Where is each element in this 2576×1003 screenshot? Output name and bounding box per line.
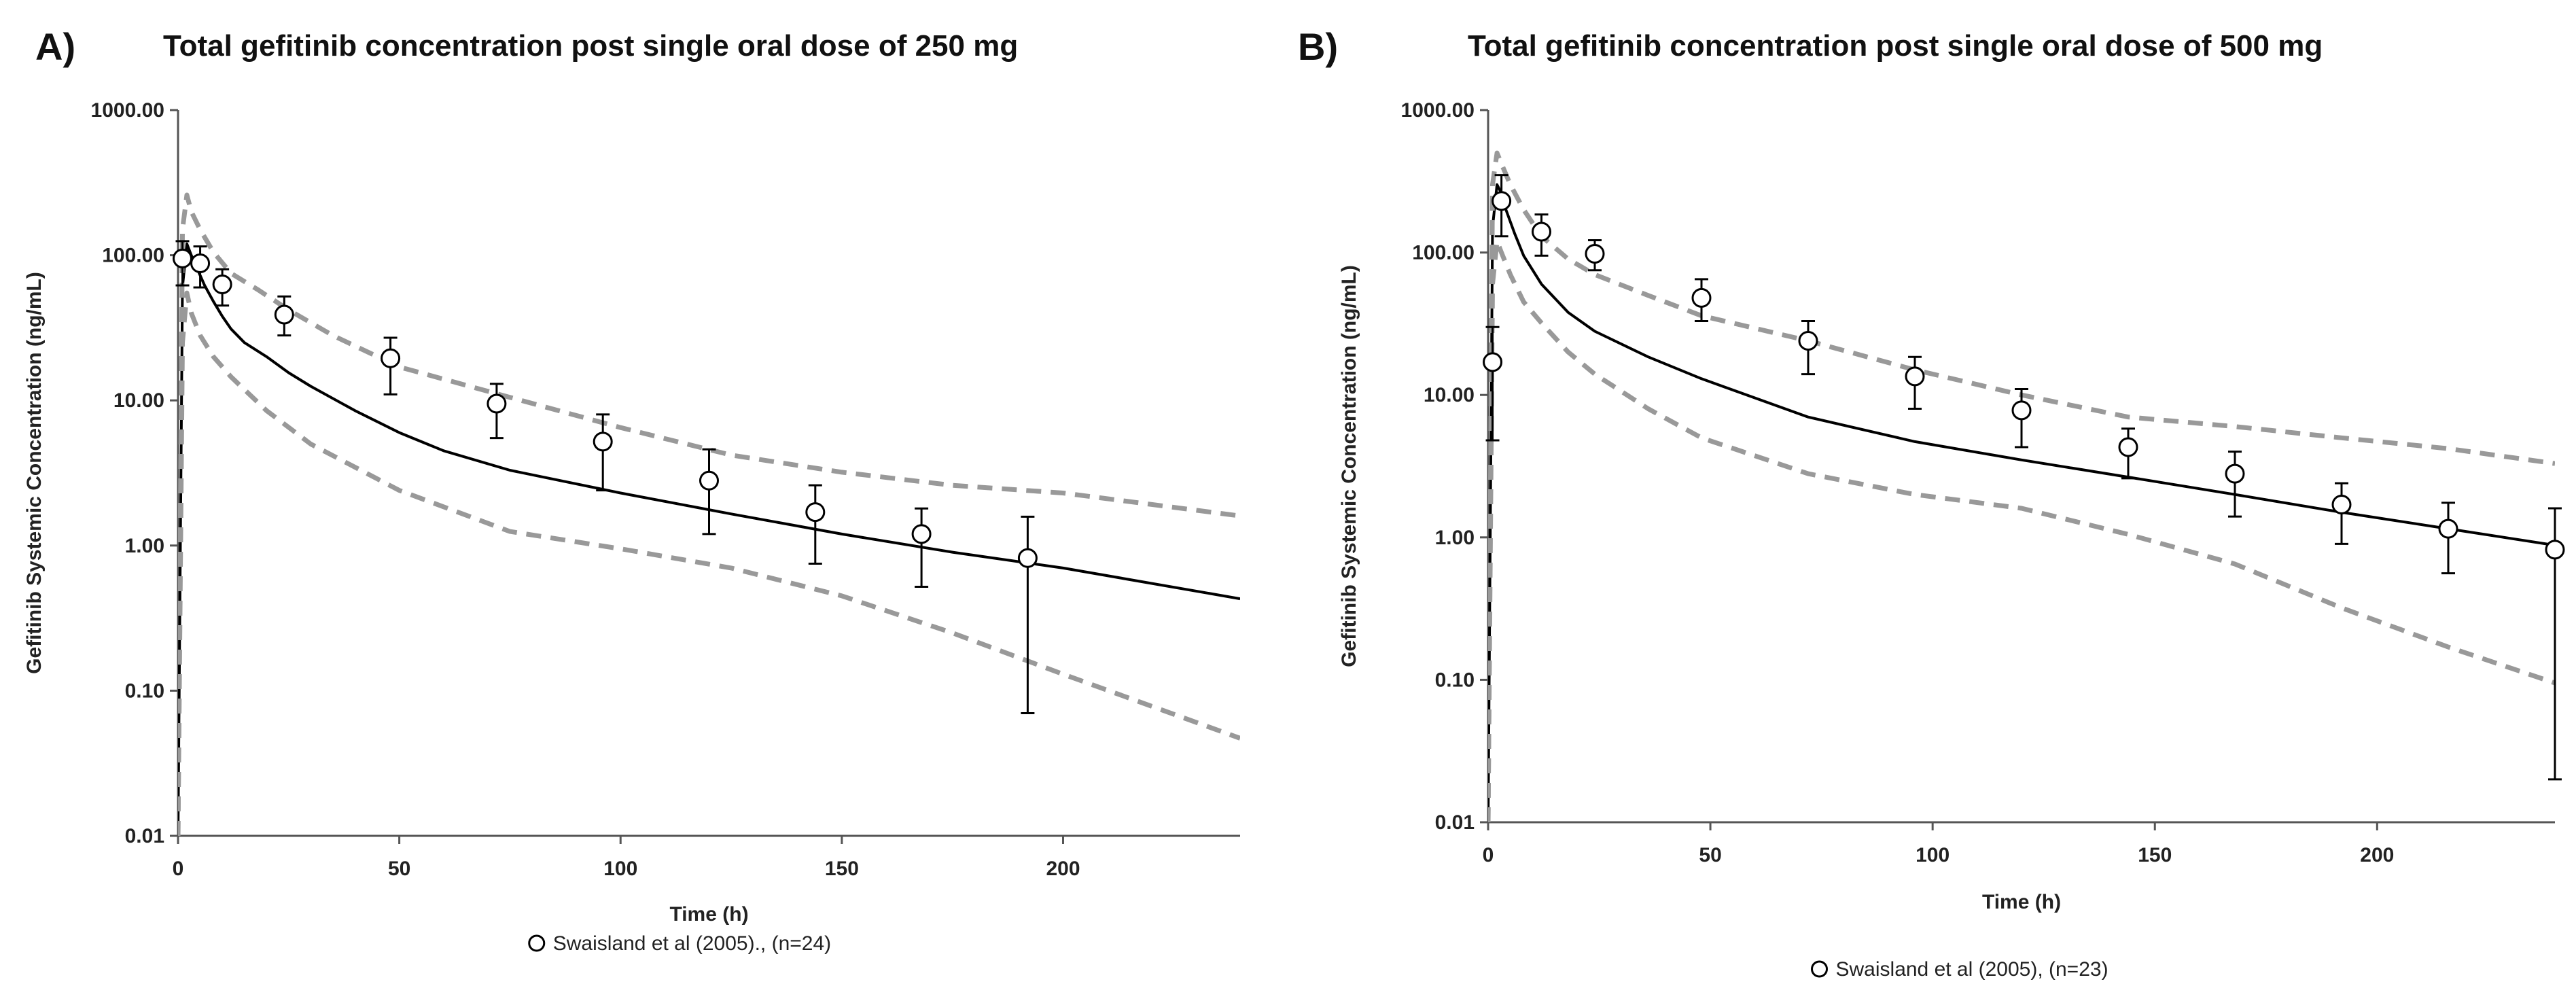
y-tick-label: 0.01 [125, 825, 164, 847]
data-point [2118, 437, 2138, 457]
x-tick-label: 100 [1916, 844, 1949, 866]
chart-panel-b: B) Total gefitinib concentration post sin… [1298, 25, 2565, 981]
data-point [173, 248, 193, 268]
data-point [487, 393, 507, 414]
x-tick-label: 200 [2360, 844, 2394, 866]
simulated-mean-line [1488, 183, 2555, 822]
data-point [2225, 463, 2245, 484]
data-point [2011, 400, 2032, 421]
x-tick-label: 50 [388, 858, 410, 880]
y-tick-label: 10.00 [1424, 384, 1475, 406]
panel-label: A) [35, 25, 75, 68]
data-point [1905, 366, 1925, 387]
legend-label: Swaisland et al (2005), (n=23) [1836, 958, 2109, 981]
y-axis-label: Gefitinib Systemic Concentration (ng/mL) [23, 272, 46, 674]
chart-title: Total gefitinib concentration post singl… [163, 29, 1018, 63]
y-tick-label: 0.10 [125, 680, 164, 702]
data-point [2331, 494, 2352, 514]
observed-data-series [173, 240, 1038, 714]
chart-panel-a: A) Total gefitinib concentration post sin… [23, 25, 1240, 955]
x-axis-label: Time (h) [1982, 891, 2061, 913]
y-tick-label: 1000.00 [91, 99, 164, 122]
y-tick-label: 100.00 [1412, 242, 1475, 264]
data-point [1492, 191, 1512, 211]
data-point [1483, 352, 1503, 372]
x-tick-label: 100 [603, 858, 637, 880]
data-point [212, 274, 232, 294]
lower-percentile-line [1488, 239, 2555, 822]
legend: Swaisland et al (2005), (n=23) [1811, 958, 2109, 981]
upper-percentile-line [1488, 150, 2555, 822]
x-axis-label: Time (h) [669, 903, 748, 926]
x-tick-label: 0 [1483, 844, 1494, 866]
data-point [1798, 331, 1818, 351]
x-tick-label: 150 [2138, 844, 2172, 866]
x-tick-label: 150 [825, 858, 859, 880]
data-point [1691, 287, 1712, 308]
y-tick-label: 1.00 [125, 535, 164, 557]
upper-percentile-line [178, 192, 1240, 836]
legend-marker [528, 934, 546, 952]
y-tick-label: 10.00 [113, 389, 164, 412]
simulated-mean-line [178, 242, 1240, 836]
data-point [1017, 548, 1038, 568]
data-point [1532, 222, 1551, 242]
y-tick-label: 1000.00 [1401, 99, 1475, 122]
data-point [805, 502, 826, 523]
legend-label: Swaisland et al (2005)., (n=24) [553, 932, 831, 955]
y-tick-label: 100.00 [102, 245, 164, 267]
data-point [593, 432, 613, 452]
data-point [190, 253, 211, 273]
data-point [274, 304, 294, 325]
data-point [2438, 518, 2458, 539]
chart-title: Total gefitinib concentration post singl… [1468, 29, 2323, 63]
legend: Swaisland et al (2005)., (n=24) [528, 932, 831, 955]
data-point [2545, 540, 2565, 560]
x-tick-label: 0 [173, 858, 184, 880]
y-axis-label: Gefitinib Systemic Concentration (ng/mL) [1338, 265, 1360, 667]
data-point [381, 348, 401, 368]
y-tick-label: 1.00 [1435, 527, 1475, 549]
observed-data-series [1483, 174, 2565, 781]
x-tick-label: 50 [1699, 844, 1721, 866]
data-point [1585, 243, 1605, 264]
legend-marker [1811, 960, 1828, 978]
x-tick-label: 200 [1046, 858, 1080, 880]
lower-percentile-line [178, 290, 1240, 836]
y-tick-label: 0.10 [1435, 669, 1475, 691]
data-point [699, 470, 719, 491]
panel-label: B) [1298, 25, 1338, 68]
y-tick-label: 0.01 [1435, 811, 1475, 834]
data-point [911, 524, 932, 544]
